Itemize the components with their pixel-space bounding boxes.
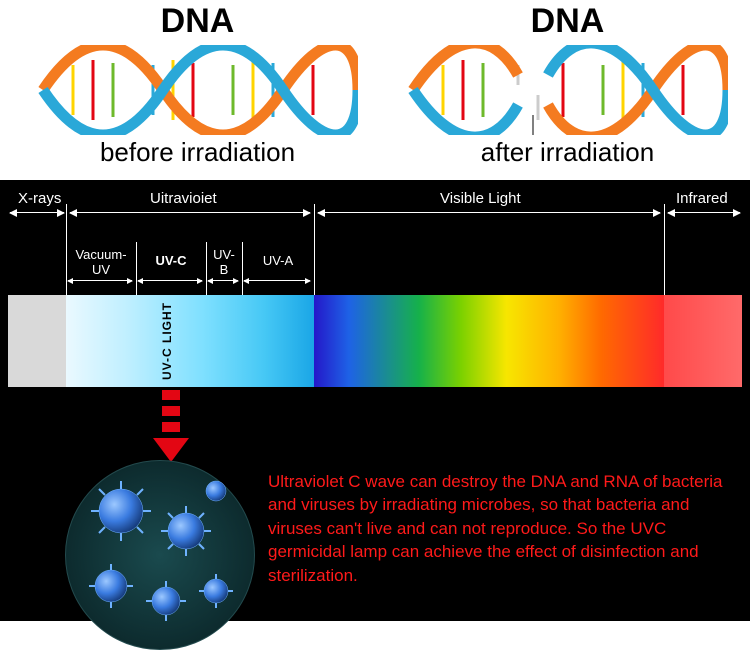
spectrum-top-row: X-rays Uitravioiet Visible Light Infrare…: [0, 190, 750, 218]
dna-title-after: DNA: [400, 2, 735, 41]
seg-arrow-uv: [70, 212, 310, 213]
seg-label-ir: Infrared: [676, 190, 728, 207]
sub-arrow-uvb: [208, 280, 238, 281]
dna-title-before: DNA: [30, 2, 365, 41]
dna-caption-after: after irradiation: [400, 137, 735, 168]
seg-arrow-xrays: [10, 212, 64, 213]
sub-arrow-uvc: [138, 280, 202, 281]
spectrum-seg-xray: [8, 295, 66, 387]
sub-arrow-vacuum: [68, 280, 132, 281]
uvc-vertical-label: UV-C LIGHT: [160, 302, 174, 380]
seg-arrow-visible: [318, 212, 660, 213]
sub-label-uva: UV-A: [242, 254, 314, 269]
spectrum-seg-visible: [314, 295, 664, 387]
dna-before-block: DNA: [30, 0, 365, 168]
sub-label-uvb: UV-B: [206, 248, 242, 278]
seg-label-xrays: X-rays: [18, 190, 61, 207]
seg-label-uv: Uitravioiet: [150, 190, 217, 207]
dna-helix-before: [30, 45, 365, 135]
description-text: Ultraviolet C wave can destroy the DNA a…: [268, 470, 723, 587]
spectrum-bar: [8, 295, 742, 387]
uvc-down-arrow: [162, 390, 180, 462]
seg-label-visible: Visible Light: [440, 190, 521, 207]
dna-after-block: DNA: [400, 0, 735, 168]
spectrum-panel: X-rays Uitravioiet Visible Light Infrare…: [0, 180, 750, 621]
sub-label-uvc: UV-C: [136, 254, 206, 269]
spectrum-seg-ir: [664, 295, 742, 387]
dna-caption-before: before irradiation: [30, 137, 365, 168]
seg-arrow-ir: [668, 212, 740, 213]
microbes-circle: [65, 460, 255, 650]
dna-helix-before-svg: [38, 45, 358, 135]
microbes-svg: [66, 461, 256, 651]
dna-helix-after: [400, 45, 735, 135]
dna-top-section: DNA: [0, 0, 750, 180]
spectrum-seg-uv: [66, 295, 314, 387]
dna-helix-after-svg: [408, 45, 728, 135]
sub-arrow-uva: [244, 280, 310, 281]
sub-label-vacuum: Vacuum-UV: [66, 248, 136, 278]
